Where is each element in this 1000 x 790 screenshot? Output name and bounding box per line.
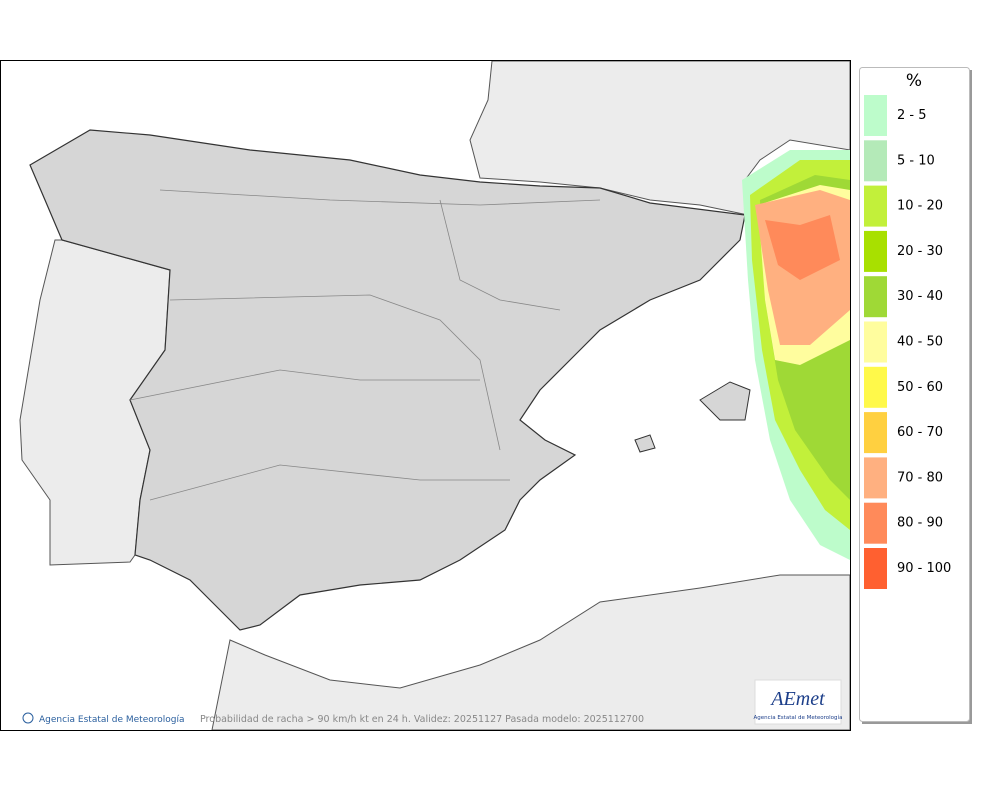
forecast-field — [742, 150, 850, 560]
logo-box — [754, 679, 842, 725]
legend-swatch — [864, 412, 887, 454]
legend-swatch — [864, 276, 887, 318]
legend-swatch — [864, 185, 887, 227]
map-canvas — [1, 61, 850, 730]
legend-swatch — [864, 321, 887, 363]
region-border — [149, 464, 510, 501]
legend-swatch — [864, 502, 887, 544]
region-border — [129, 369, 480, 401]
legend-label: 2 - 5 — [897, 108, 927, 123]
prob-area — [765, 215, 840, 280]
legend-label: 80 - 90 — [897, 516, 943, 531]
region-border — [159, 189, 601, 206]
legend-label: 50 - 60 — [897, 380, 943, 395]
copyright-icon — [22, 712, 34, 724]
region-border — [439, 199, 561, 311]
legend-label: 5 - 10 — [897, 153, 935, 168]
legend-label: 40 - 50 — [897, 335, 943, 350]
logo: AEmet — [769, 688, 825, 710]
legend-label: 30 - 40 — [897, 289, 943, 304]
legend-items: 2 - 5 5 - 10 10 - 20 20 - 30 30 - 40 40 - 50 5… — [864, 95, 951, 589]
region-border — [169, 294, 501, 451]
legend-swatch — [864, 140, 887, 182]
logo-subtitle: Agencia Estatal de Meteorología — [754, 714, 843, 721]
legend-label: 20 - 30 — [897, 244, 943, 259]
legend-title: % — [906, 71, 922, 91]
france — [469, 61, 850, 216]
legend-label: 10 - 20 — [897, 199, 943, 214]
credit: Agencia Estatal de Meteorología — [39, 715, 185, 725]
legend-label: 70 - 80 — [897, 470, 943, 485]
legend-label: 60 - 70 — [897, 425, 943, 440]
legend-swatch — [864, 457, 887, 499]
legend-swatch — [864, 366, 887, 408]
ibiza — [634, 434, 656, 453]
legend-swatch — [864, 548, 887, 589]
mallorca — [699, 381, 751, 421]
legend-label: 90 - 100 — [897, 561, 951, 576]
legend-swatch — [864, 230, 887, 272]
caption: Probabilidad de racha > 90 km/h kt en 24… — [200, 714, 644, 725]
africa — [211, 574, 850, 730]
map-frame — [0, 60, 851, 731]
legend-swatch — [864, 95, 887, 136]
region-borders — [129, 189, 601, 501]
